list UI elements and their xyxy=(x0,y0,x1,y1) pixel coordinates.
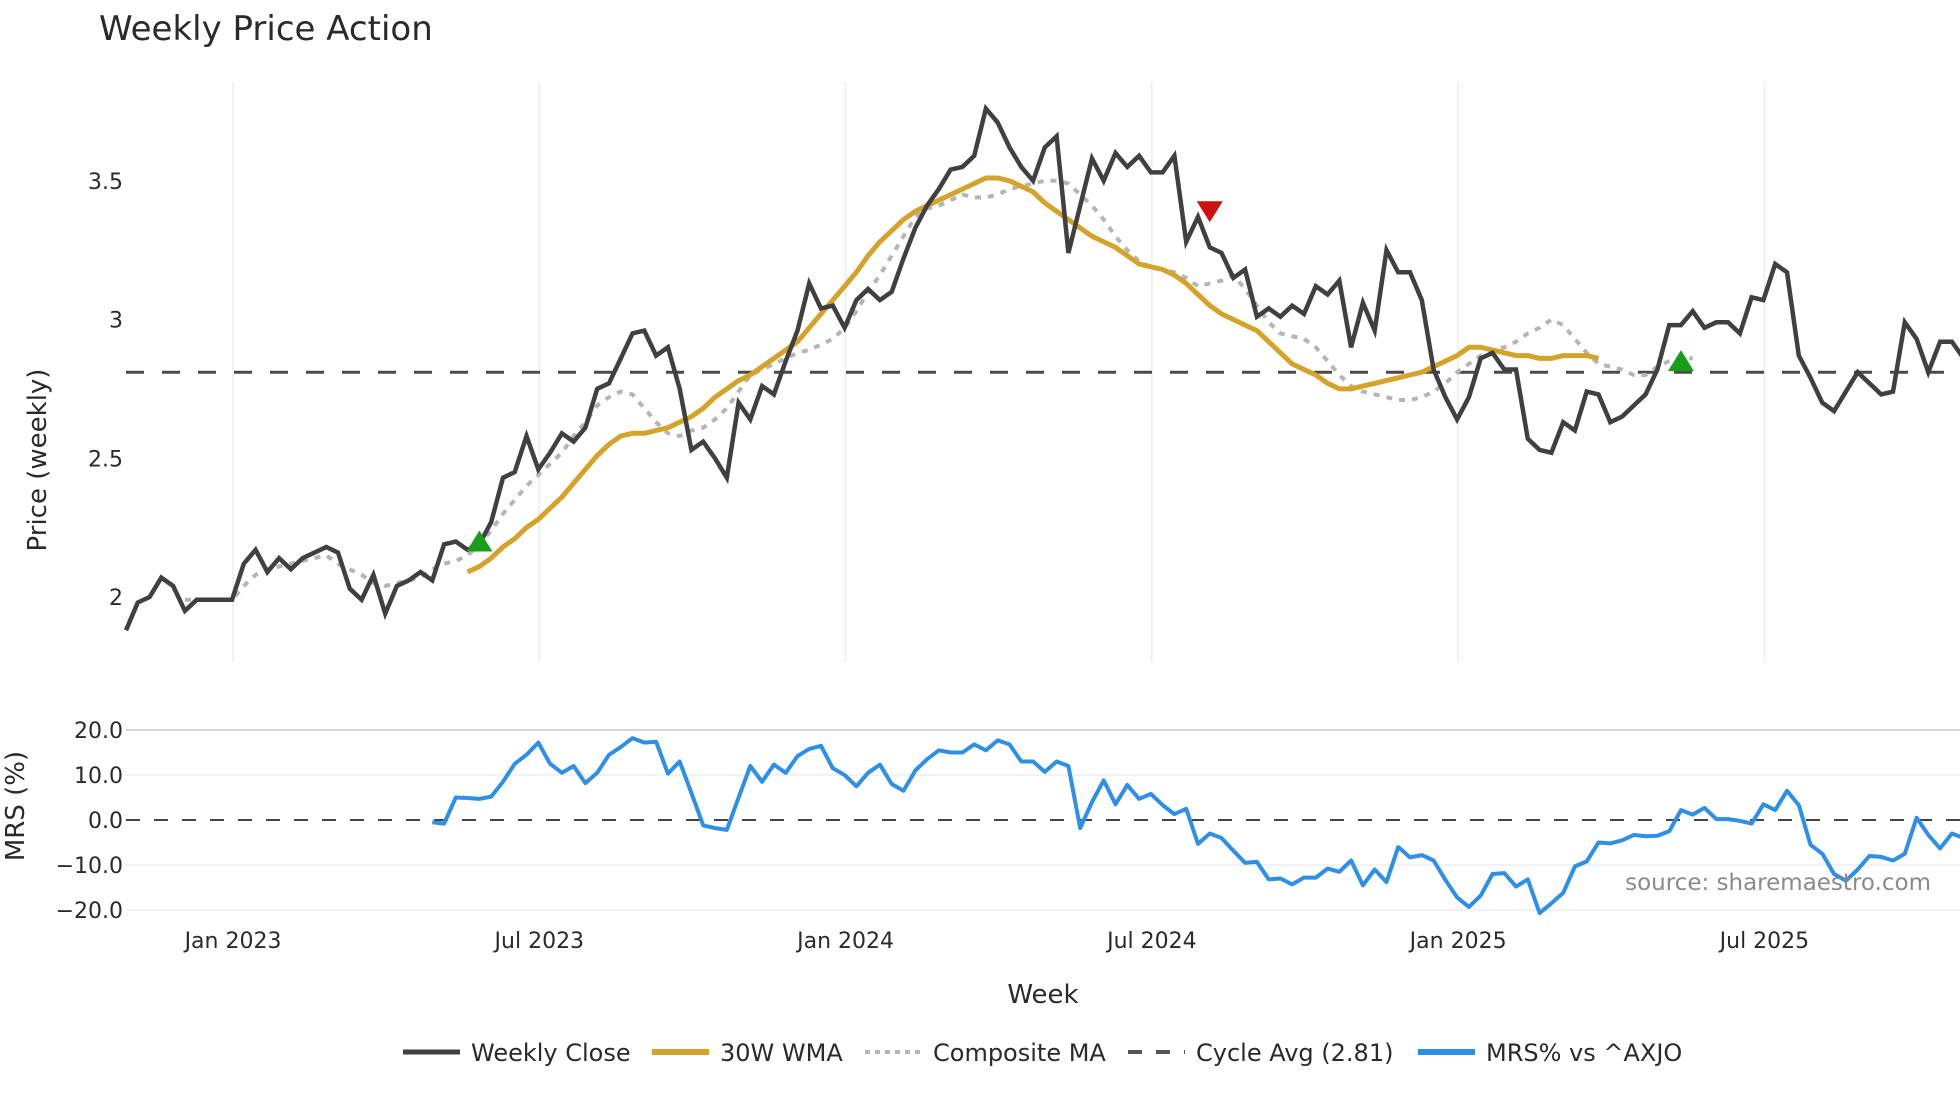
price-y-tick-labels: 2 2.5 3 3.5 xyxy=(88,170,123,611)
mrs-y-axis-label: MRS (%) xyxy=(1,751,31,861)
price-y-axis-label: Price (weekly) xyxy=(23,369,53,552)
x-axis-label: Week xyxy=(1007,980,1078,1010)
mrs-y-tick-labels: 20.0 10.0 0.0 −10.0 −20.0 xyxy=(56,719,123,924)
chart-title: Weekly Price Action xyxy=(99,9,433,49)
x-tick-label: Jul 2024 xyxy=(1105,929,1197,954)
legend-item-mrs[interactable]: MRS% vs ^AXJO xyxy=(1418,1039,1682,1067)
mrs-y-tick-label: 0.0 xyxy=(88,809,123,834)
x-tick-label: Jan 2024 xyxy=(795,929,894,954)
x-tick-label: Jul 2023 xyxy=(493,929,585,954)
legend-item-cycle[interactable]: Cycle Avg (2.81) xyxy=(1128,1039,1393,1067)
price-panel: 2 2.5 3 3.5 Price (weekly) xyxy=(23,82,1960,662)
wma-30w-line xyxy=(466,175,1600,575)
price-y-tick-label: 2.5 xyxy=(88,447,123,472)
source-attribution: source: sharemaestro.com xyxy=(1625,870,1931,896)
weekly-close-line xyxy=(123,103,1960,632)
x-tick-label: Jul 2025 xyxy=(1718,929,1810,954)
mrs-y-tick-label: −20.0 xyxy=(56,899,123,924)
legend-label: MRS% vs ^AXJO xyxy=(1486,1039,1682,1067)
legend: Weekly Close 30W WMA Composite MA Cycle Avg… xyxy=(403,1039,1682,1067)
price-y-tick-label: 3.5 xyxy=(88,170,123,195)
price-y-tick-label: 2 xyxy=(109,586,123,611)
legend-item-wma[interactable]: 30W WMA xyxy=(652,1039,843,1067)
sell-signal-icon xyxy=(1196,201,1223,223)
legend-item-composite[interactable]: Composite MA xyxy=(865,1039,1106,1067)
price-y-tick-label: 3 xyxy=(109,309,123,334)
legend-item-close[interactable]: Weekly Close xyxy=(403,1039,631,1067)
legend-label: 30W WMA xyxy=(720,1039,843,1067)
mrs-y-tick-label: 10.0 xyxy=(74,764,123,789)
legend-label: Composite MA xyxy=(933,1039,1106,1067)
x-tick-label: Jan 2023 xyxy=(183,929,282,954)
legend-label: Weekly Close xyxy=(471,1039,631,1067)
mrs-panel: 20.0 10.0 0.0 −10.0 −20.0 MRS (%) source: sh… xyxy=(1,719,1960,924)
mrs-gridlines xyxy=(126,729,1960,911)
composite-ma-line xyxy=(184,178,1693,602)
legend-label: Cycle Avg (2.81) xyxy=(1196,1039,1393,1067)
buy-signal-icon xyxy=(1667,350,1694,372)
signal-markers xyxy=(466,201,1694,552)
buy-signal-icon xyxy=(466,530,493,552)
mrs-line xyxy=(432,736,1960,916)
x-tick-label: Jan 2025 xyxy=(1408,929,1507,954)
x-tick-labels: Jan 2023 Jul 2023 Jan 2024 Jul 2024 Jan 2025… xyxy=(183,929,1810,954)
mrs-y-tick-label: −10.0 xyxy=(56,854,123,879)
mrs-y-tick-label: 20.0 xyxy=(74,719,123,744)
